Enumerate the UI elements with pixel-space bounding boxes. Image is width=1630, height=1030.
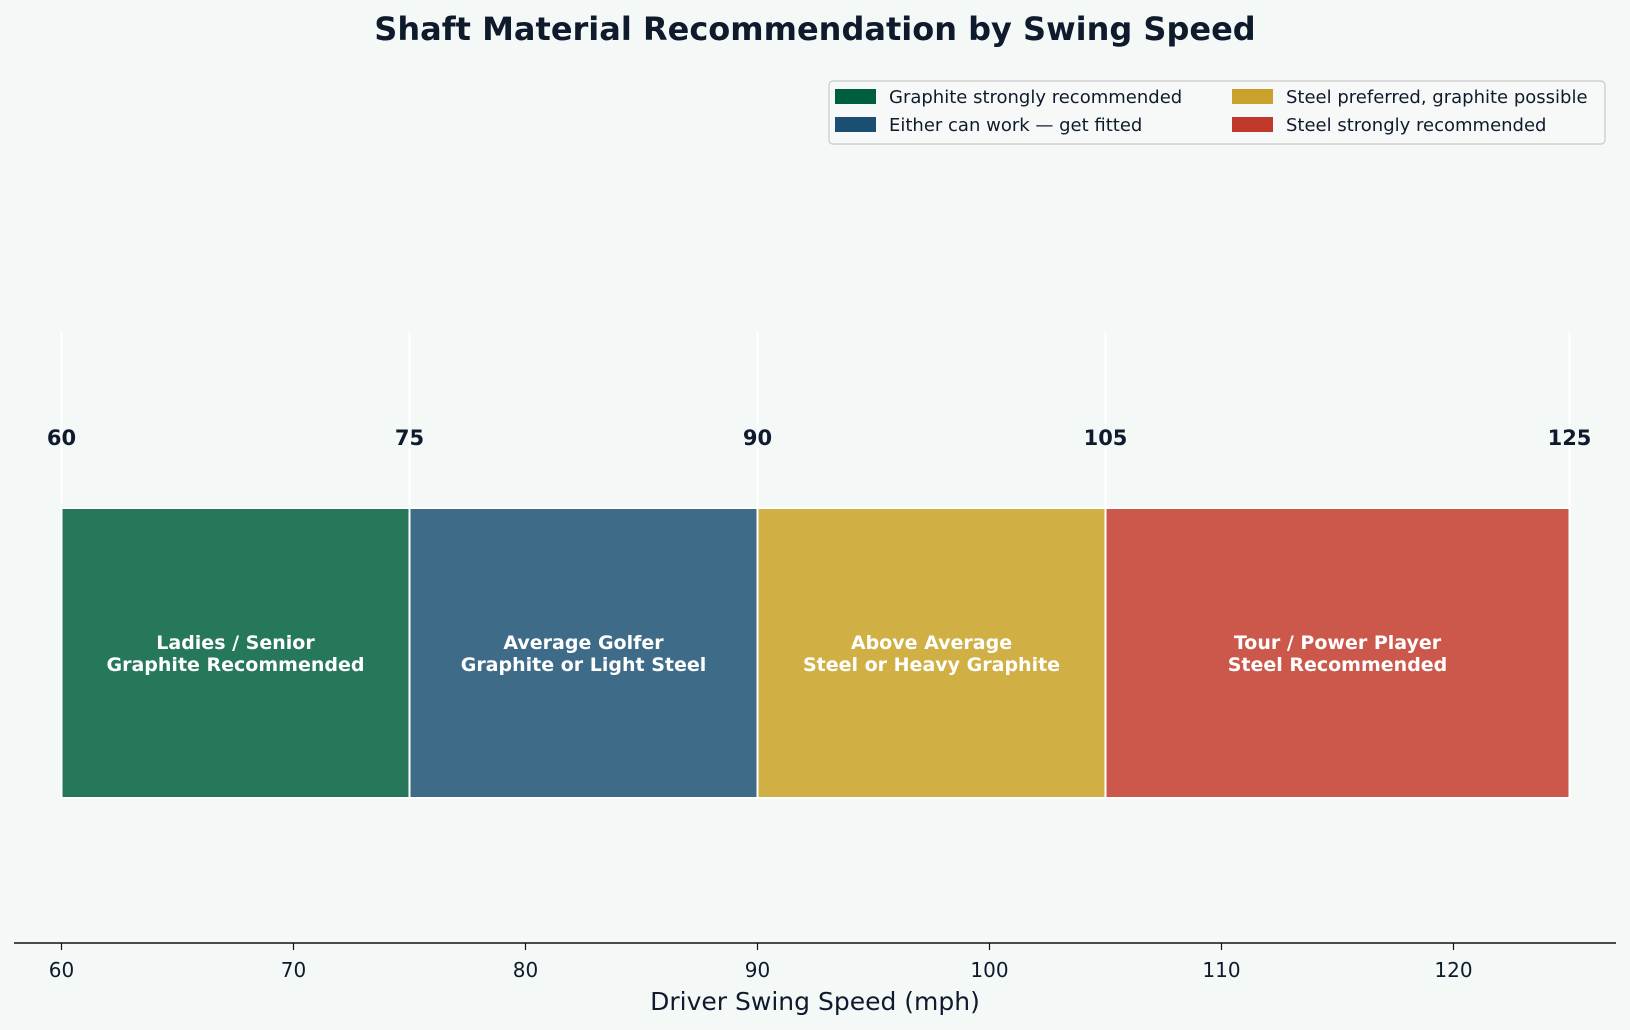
legend-swatch [835, 117, 876, 132]
segment-label-line2: Graphite Recommended [107, 654, 365, 676]
range-bar [756, 507, 1107, 799]
x-tick-label: 80 [513, 958, 538, 982]
legend-box [828, 80, 1606, 145]
segment-label-line2: Steel Recommended [1228, 654, 1448, 676]
legend-label: Steel preferred, graphite possible [1286, 87, 1588, 108]
x-tick-label: 60 [49, 958, 74, 982]
boundary-label: 60 [47, 426, 76, 450]
x-axis-label: Driver Swing Speed (mph) [650, 987, 980, 1016]
x-tick-label: 100 [970, 958, 1008, 982]
segment-label-line1: Above Average [851, 632, 1012, 654]
range-bar [1104, 507, 1571, 799]
boundary-label: 75 [395, 426, 424, 450]
chart-title: Shaft Material Recommendation by Swing S… [374, 10, 1255, 48]
legend-swatch [1232, 89, 1273, 104]
segment-label-line1: Tour / Power Player [1234, 632, 1442, 654]
legend-label: Steel strongly recommended [1286, 115, 1546, 136]
boundary-label: 90 [743, 426, 772, 450]
boundary-labels: 60 75 90 105 125 [47, 426, 1592, 450]
x-tick-label: 70 [281, 958, 306, 982]
segment-label-line2: Graphite or Light Steel [461, 654, 707, 676]
segment-label-line2: Steel or Heavy Graphite [803, 654, 1060, 676]
segment-label-line1: Average Golfer [503, 632, 664, 654]
x-tick-label: 110 [1202, 958, 1240, 982]
legend-swatch [1232, 117, 1273, 132]
boundary-label: 105 [1084, 426, 1128, 450]
x-tick-label: 120 [1434, 958, 1472, 982]
legend-label: Either can work — get fitted [889, 115, 1142, 136]
legend: Graphite strongly recommended Steel prefe… [828, 80, 1606, 145]
segment-label-line1: Ladies / Senior [156, 632, 315, 654]
range-bar [408, 507, 759, 799]
legend-swatch [835, 89, 876, 104]
x-axis-ticks: 60 70 80 90 100 110 120 [49, 943, 1473, 982]
boundary-label: 125 [1548, 426, 1592, 450]
range-bar [60, 507, 411, 799]
legend-label: Graphite strongly recommended [889, 87, 1182, 108]
x-tick-label: 90 [745, 958, 770, 982]
